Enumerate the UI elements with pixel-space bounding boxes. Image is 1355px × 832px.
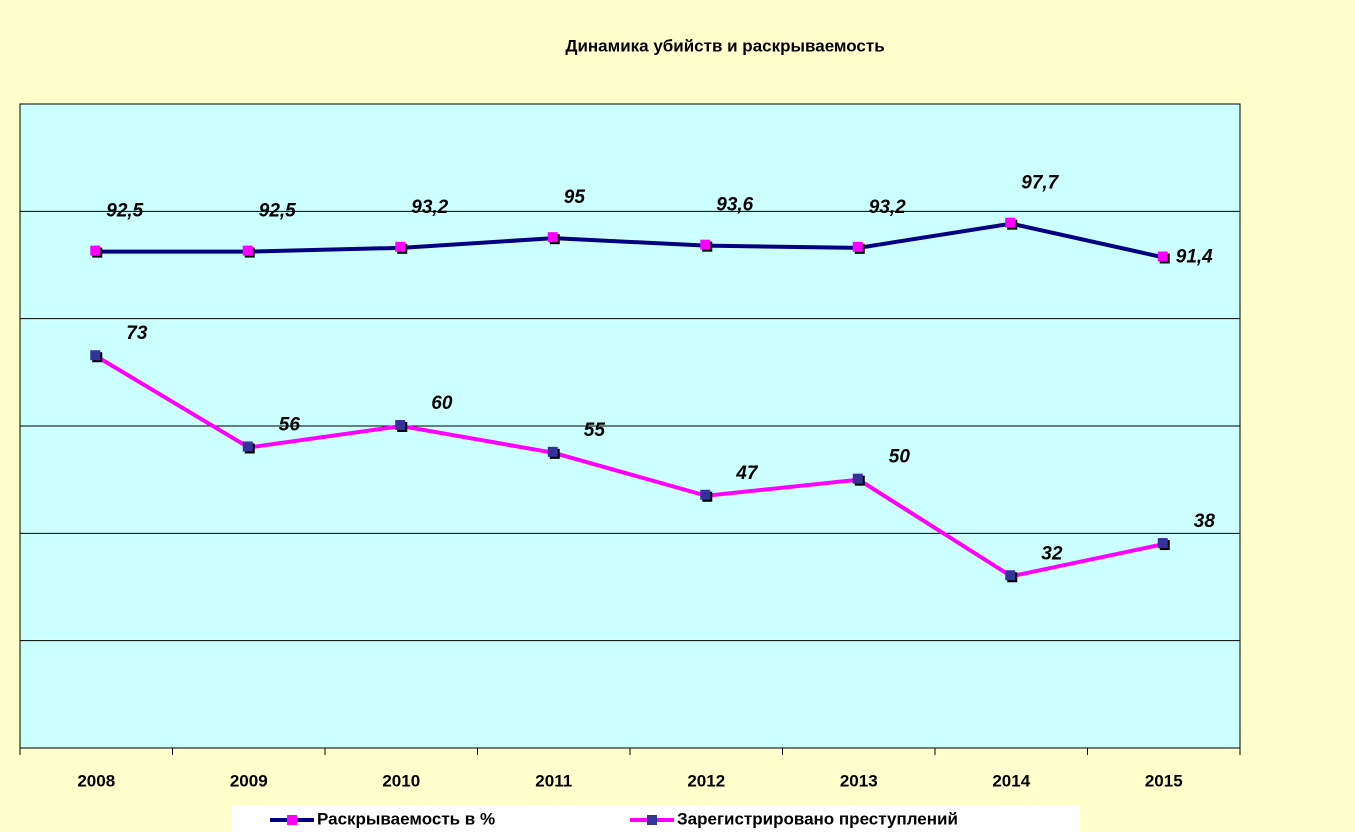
data-label: 92,5 — [259, 201, 296, 222]
legend-marker — [287, 815, 297, 825]
data-label: 56 — [279, 414, 301, 435]
x-tick-label: 2009 — [230, 771, 268, 790]
marker — [1005, 570, 1016, 581]
marker — [1157, 538, 1168, 549]
data-label: 50 — [889, 447, 911, 468]
marker — [395, 420, 406, 430]
marker — [1005, 217, 1016, 228]
marker — [242, 245, 253, 256]
marker — [90, 350, 101, 361]
marker — [547, 446, 558, 457]
x-tick-label: 2013 — [840, 771, 878, 790]
data-label: 47 — [735, 463, 759, 484]
marker — [547, 232, 558, 243]
x-tick-label: 2008 — [77, 771, 115, 790]
data-label: 91,4 — [1176, 247, 1213, 268]
marker — [395, 241, 406, 252]
x-tick-label: 2011 — [535, 771, 572, 790]
data-label: 32 — [1041, 543, 1063, 564]
marker — [242, 441, 253, 452]
marker — [700, 239, 711, 250]
marker — [90, 245, 101, 256]
data-label: 93,6 — [716, 195, 753, 216]
series-line — [95, 354, 1165, 579]
x-tick-label: 2012 — [687, 771, 725, 790]
data-label: 38 — [1194, 511, 1216, 532]
legend-marker — [647, 815, 657, 825]
data-label: 55 — [584, 420, 606, 441]
chart-title: Динамика убийств и раскрываемость — [565, 36, 884, 55]
data-label: 93,2 — [869, 197, 906, 218]
x-tick-label: 2015 — [1145, 771, 1183, 790]
data-label: 92,5 — [106, 201, 143, 222]
marker — [1157, 251, 1168, 262]
data-label: 95 — [564, 187, 586, 208]
data-label: 97,7 — [1021, 173, 1059, 194]
legend-label: Раскрываемость в % — [317, 809, 495, 828]
legend-label: Зарегистрировано преступлений — [677, 809, 958, 828]
data-label: 73 — [126, 323, 148, 344]
data-label: 93,2 — [411, 197, 448, 218]
series-line — [96, 221, 1165, 260]
x-tick-label: 2010 — [382, 771, 420, 790]
marker — [852, 473, 863, 484]
marker — [852, 241, 863, 252]
marker — [700, 489, 711, 500]
x-tick-label: 2014 — [992, 771, 1030, 790]
data-label: 60 — [431, 393, 453, 414]
